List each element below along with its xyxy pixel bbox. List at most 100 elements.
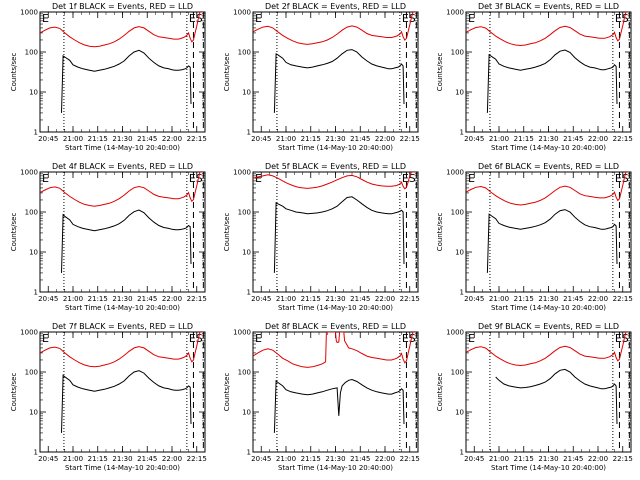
plot-frame bbox=[465, 171, 632, 293]
x-tick-label: 21:30 bbox=[112, 295, 132, 303]
panel-title: Det 1f BLACK = Events, RED = LLD bbox=[52, 2, 193, 11]
plot-frame bbox=[465, 331, 632, 453]
y-axis-label: Counts/sec bbox=[10, 373, 18, 412]
detector-panel: Det 3f BLACK = Events, RED = LLD 1 10 100 10… bbox=[436, 2, 633, 152]
y-tick-label: 10 bbox=[455, 409, 464, 417]
panel-title: Det 4f BLACK = Events, RED = LLD bbox=[52, 162, 193, 171]
x-tick-label: 21:15 bbox=[88, 455, 108, 463]
y-tick-label: 1 bbox=[34, 289, 38, 297]
y-tick-label: 1 bbox=[34, 449, 38, 457]
x-tick-label: 22:00 bbox=[375, 455, 395, 463]
x-tick-label: 20:45 bbox=[251, 455, 271, 463]
x-tick-label: 20:45 bbox=[251, 135, 271, 143]
x-tick-label: 21:45 bbox=[350, 135, 370, 143]
x-tick-label: 20:45 bbox=[38, 455, 58, 463]
x-tick-label: 20:45 bbox=[38, 295, 58, 303]
x-tick-label: 21:00 bbox=[276, 455, 296, 463]
y-tick-label: 1 bbox=[247, 289, 251, 297]
events-series-line bbox=[61, 370, 192, 433]
y-tick-label: 100 bbox=[238, 49, 251, 57]
x-tick-label: 21:00 bbox=[489, 295, 509, 303]
x-tick-label: 22:00 bbox=[162, 455, 182, 463]
x-tick-label: 21:15 bbox=[301, 455, 321, 463]
x-axis-label: Start Time (14-May-10 20:40:00) bbox=[491, 464, 606, 472]
panel-title: Det 3f BLACK = Events, RED = LLD bbox=[478, 2, 619, 11]
x-tick-label: 21:45 bbox=[563, 295, 583, 303]
marker-right: ES bbox=[189, 172, 203, 185]
y-axis-label: Counts/sec bbox=[10, 213, 18, 252]
x-tick-label: 21:45 bbox=[350, 455, 370, 463]
y-axis-label: Counts/sec bbox=[10, 53, 18, 92]
x-axis-label: Start Time (14-May-10 20:40:00) bbox=[278, 144, 393, 152]
plot-frame bbox=[252, 171, 419, 293]
y-tick-label: 1 bbox=[460, 129, 464, 137]
marker-left: E bbox=[42, 12, 49, 25]
y-axis-label: Counts/sec bbox=[436, 373, 444, 412]
x-tick-label: 21:30 bbox=[325, 455, 345, 463]
panel-title: Det 2f BLACK = Events, RED = LLD bbox=[265, 2, 406, 11]
x-tick-label: 21:00 bbox=[63, 295, 83, 303]
marker-right: ES bbox=[615, 12, 629, 25]
x-tick-label: 22:15 bbox=[187, 135, 207, 143]
detector-panel: Det 6f BLACK = Events, RED = LLD 1 10 100 10… bbox=[436, 162, 633, 312]
lld-series-line bbox=[466, 332, 630, 367]
y-tick-label: 1000 bbox=[233, 329, 251, 337]
detector-panel: Det 7f BLACK = Events, RED = LLD 1 10 100 10… bbox=[10, 322, 207, 472]
detector-panel: Det 9f BLACK = Events, RED = LLD 1 10 100 10… bbox=[436, 322, 633, 472]
y-tick-label: 1000 bbox=[233, 9, 251, 17]
plot-frame bbox=[252, 331, 419, 453]
x-tick-label: 22:15 bbox=[187, 295, 207, 303]
plot-frame bbox=[465, 11, 632, 133]
lld-series-line bbox=[40, 172, 204, 207]
events-series-line bbox=[273, 49, 405, 113]
x-tick-label: 21:00 bbox=[276, 135, 296, 143]
plot-frame bbox=[39, 171, 206, 293]
x-tick-label: 21:15 bbox=[301, 295, 321, 303]
marker-right: ES bbox=[402, 12, 416, 25]
x-tick-label: 21:15 bbox=[301, 135, 321, 143]
lld-series-line bbox=[40, 12, 204, 48]
detector-panel: Det 4f BLACK = Events, RED = LLD 1 10 100 10… bbox=[10, 162, 207, 312]
x-tick-label: 21:30 bbox=[538, 135, 558, 143]
x-axis-label: Start Time (14-May-10 20:40:00) bbox=[278, 304, 393, 312]
lld-series-line bbox=[466, 172, 630, 206]
x-tick-label: 21:45 bbox=[350, 295, 370, 303]
y-tick-label: 100 bbox=[451, 369, 464, 377]
x-tick-label: 22:15 bbox=[187, 455, 207, 463]
lld-series-line bbox=[253, 332, 417, 368]
marker-right: ES bbox=[615, 172, 629, 185]
y-tick-label: 10 bbox=[242, 249, 251, 257]
y-tick-label: 1000 bbox=[20, 9, 38, 17]
x-tick-label: 21:15 bbox=[514, 135, 534, 143]
x-tick-label: 21:30 bbox=[112, 455, 132, 463]
events-series-line bbox=[61, 49, 192, 113]
detector-panel: Det 5f BLACK = Events, RED = LLD 1 10 100 10… bbox=[223, 162, 420, 312]
x-tick-label: 22:00 bbox=[588, 455, 608, 463]
x-tick-label: 21:15 bbox=[88, 135, 108, 143]
x-tick-label: 22:00 bbox=[162, 295, 182, 303]
x-axis-label: Start Time (14-May-10 20:40:00) bbox=[65, 464, 180, 472]
x-tick-label: 21:45 bbox=[137, 135, 157, 143]
plot-frame bbox=[39, 11, 206, 133]
x-tick-label: 21:00 bbox=[276, 295, 296, 303]
detector-panel: Det 2f BLACK = Events, RED = LLD 1 10 100 10… bbox=[223, 2, 420, 152]
x-tick-label: 22:00 bbox=[588, 135, 608, 143]
y-tick-label: 100 bbox=[451, 209, 464, 217]
y-tick-label: 1000 bbox=[446, 9, 464, 17]
x-tick-label: 22:00 bbox=[162, 135, 182, 143]
events-series-line bbox=[273, 196, 405, 273]
x-tick-label: 22:15 bbox=[613, 295, 633, 303]
y-tick-label: 1000 bbox=[233, 169, 251, 177]
detector-panel: Det 8f BLACK = Events, RED = LLD 1 10 100 10… bbox=[223, 322, 420, 472]
x-tick-label: 20:45 bbox=[38, 135, 58, 143]
y-axis-label: Counts/sec bbox=[223, 53, 231, 92]
y-tick-label: 10 bbox=[29, 249, 38, 257]
x-tick-label: 21:30 bbox=[112, 135, 132, 143]
x-tick-label: 21:15 bbox=[88, 295, 108, 303]
x-tick-label: 22:00 bbox=[375, 295, 395, 303]
x-tick-label: 22:15 bbox=[400, 295, 420, 303]
y-tick-label: 10 bbox=[455, 89, 464, 97]
lld-series-line bbox=[253, 172, 417, 190]
x-tick-label: 22:15 bbox=[613, 455, 633, 463]
